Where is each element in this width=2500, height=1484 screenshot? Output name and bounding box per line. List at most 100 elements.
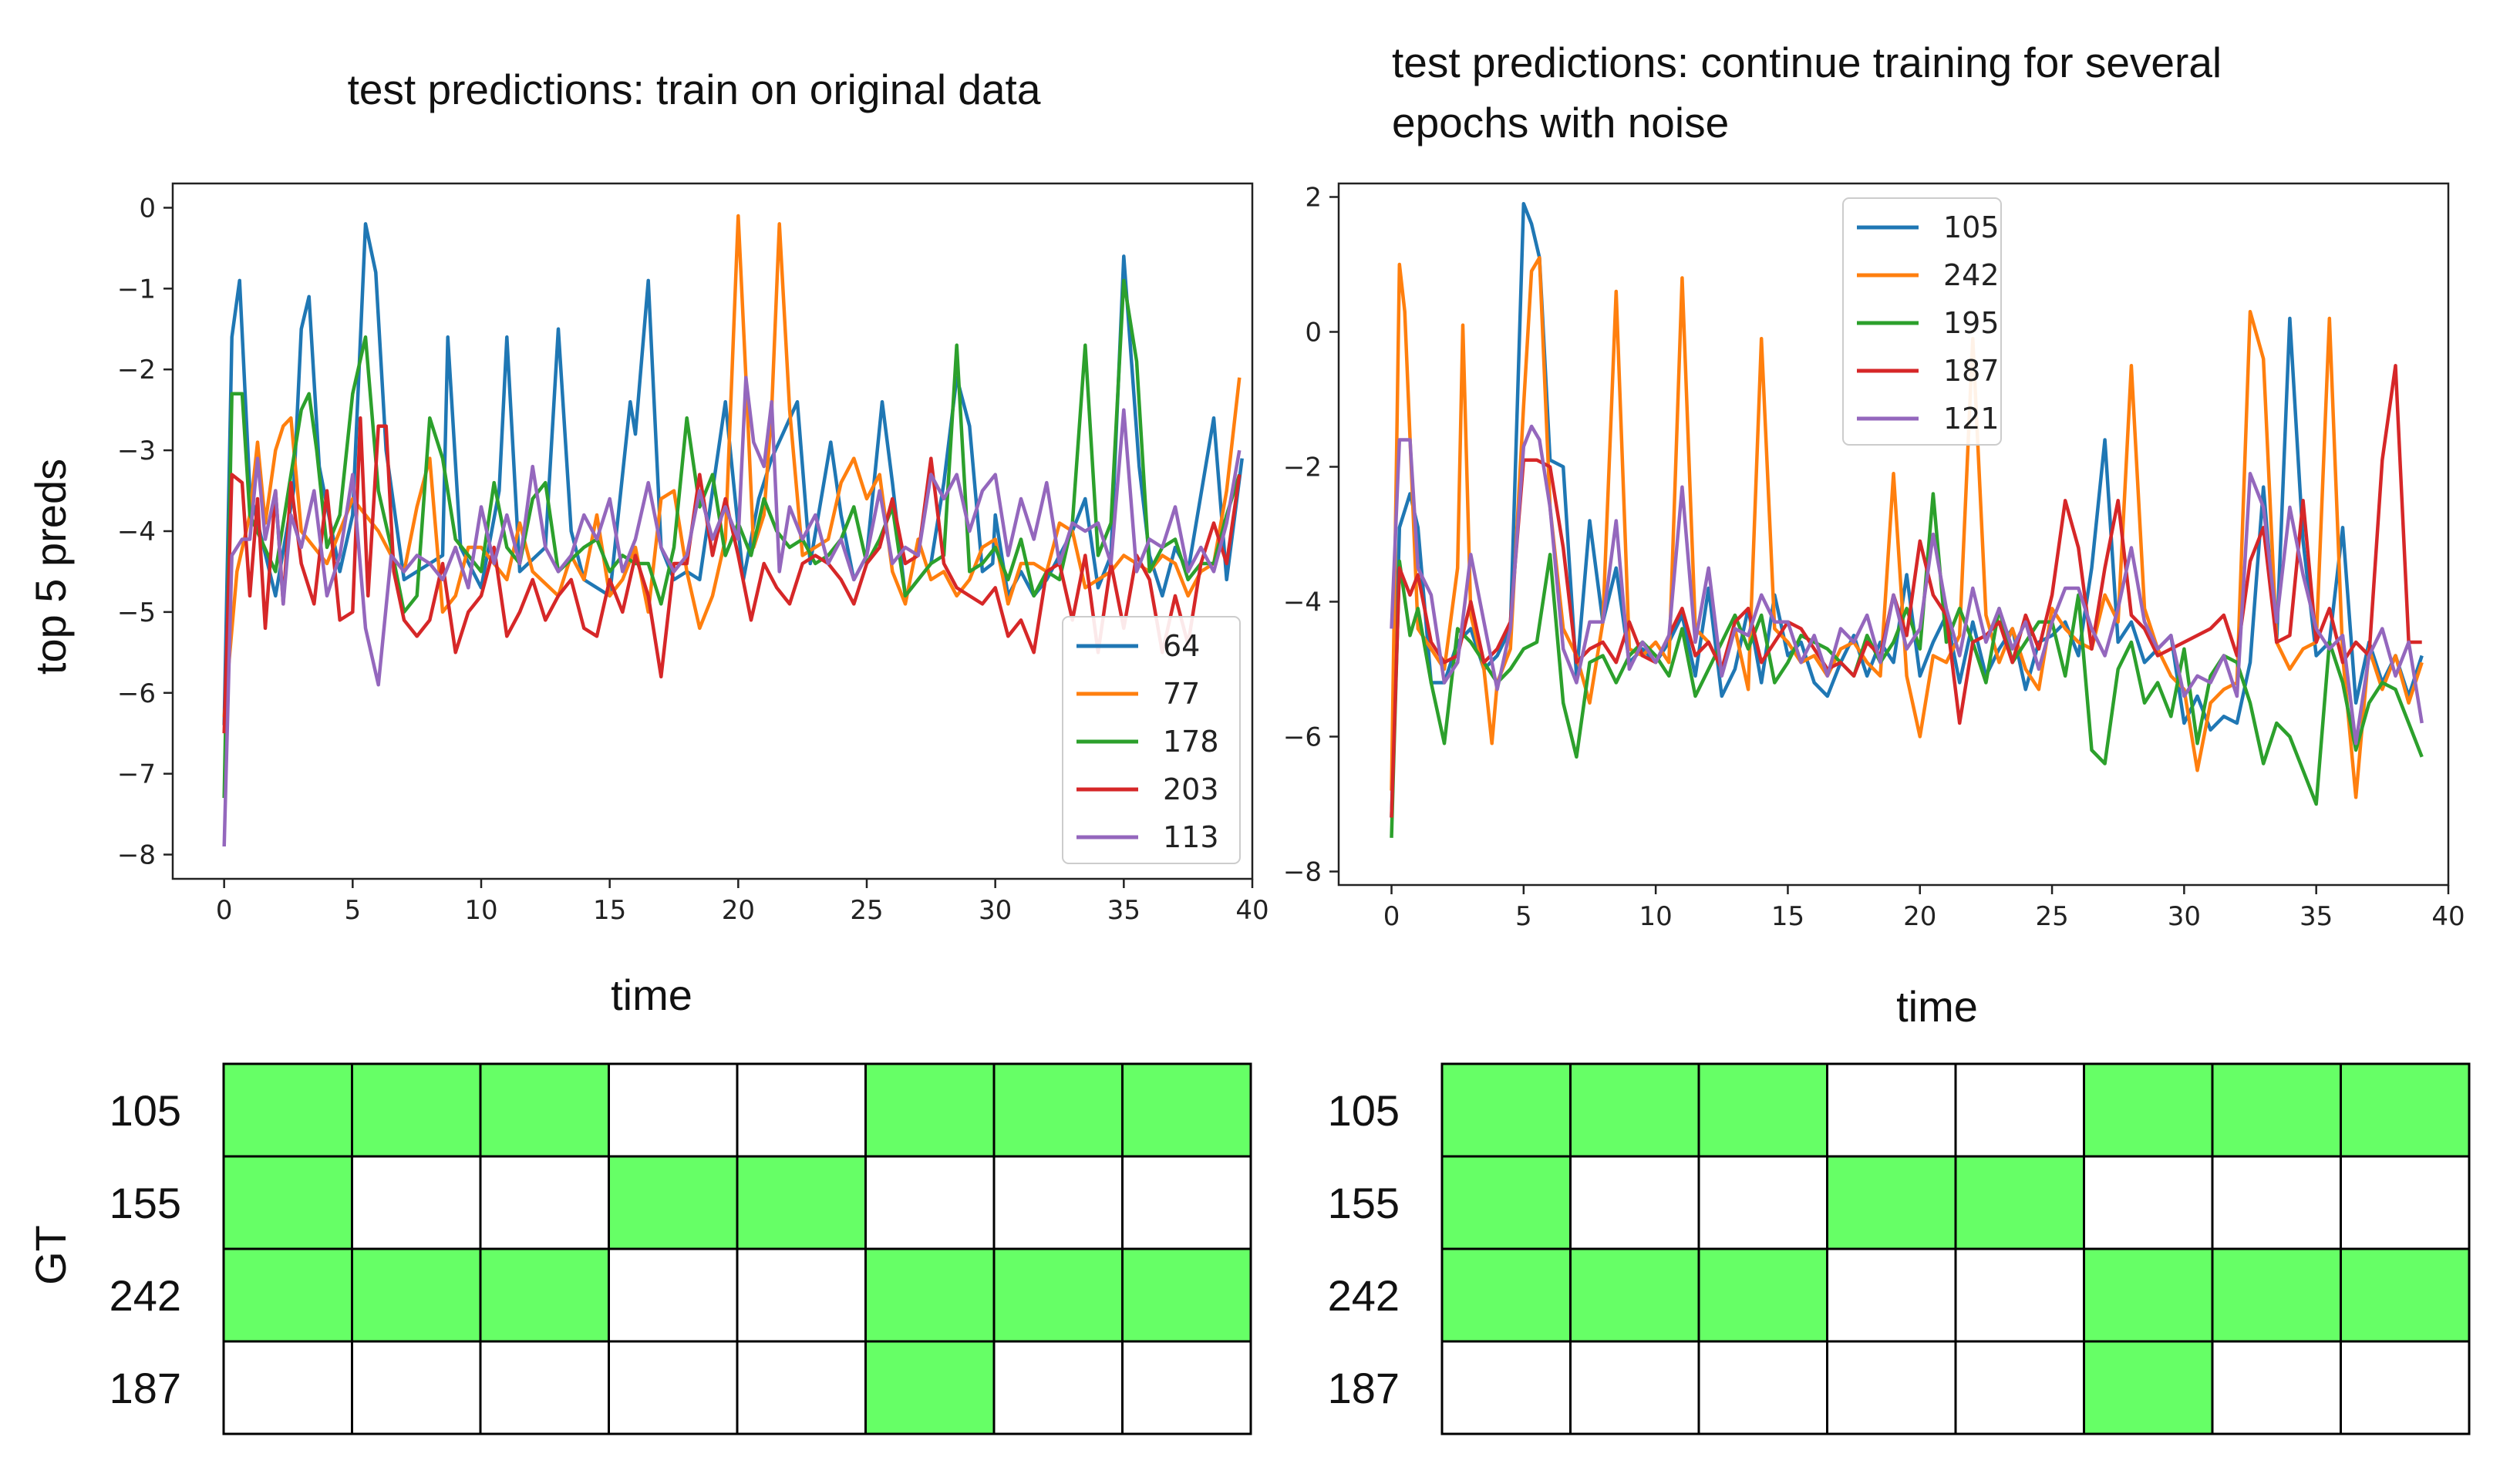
right-chart: test predictions: continue training for … (1283, 39, 2465, 1031)
x-tick-label: 25 (850, 895, 883, 926)
gt-cell-filled (1954, 1155, 2085, 1250)
legend-entry: 178 (1163, 725, 1219, 759)
left-y-axis-label: top 5 preds (26, 459, 75, 675)
gt-cell-filled (2340, 1062, 2471, 1158)
gt-grid-left: 105 155 242 187 (110, 1062, 1252, 1435)
y-tick-label: −8 (117, 840, 156, 871)
gt-cell-filled (2083, 1062, 2214, 1158)
legend-entry: 203 (1163, 772, 1219, 806)
gt-cell-empty (479, 1155, 610, 1250)
gt-cell-empty (736, 1062, 867, 1158)
gt-row-label: 105 (1328, 1086, 1400, 1135)
right-chart-title-line-2: epochs with noise (1392, 99, 1729, 146)
gt-cell-filled (1697, 1247, 1828, 1343)
gt-cell-empty (1826, 1340, 1957, 1435)
gt-row-label: 105 (110, 1086, 181, 1135)
gt-cell-empty (1826, 1062, 1957, 1158)
series-line-242 (1390, 256, 2424, 799)
legend-entry: 105 (1943, 210, 2000, 244)
x-tick-label: 40 (1235, 895, 1269, 926)
y-tick-label: −8 (1283, 857, 1322, 888)
gt-cell-empty (608, 1062, 739, 1158)
x-tick-label: 20 (1903, 901, 1936, 932)
gt-cell-filled (608, 1155, 739, 1250)
x-tick-label: 20 (722, 895, 755, 926)
legend-entry: 242 (1943, 258, 2000, 292)
gt-row-label: 155 (110, 1179, 181, 1227)
gt-cell-empty (864, 1155, 996, 1250)
gt-cell-empty (1954, 1247, 2085, 1343)
legend-frame (1062, 616, 1241, 864)
x-tick-label: 35 (2300, 901, 2333, 932)
legend: 105 242 195 187 121 (1842, 197, 2002, 446)
gt-cell-empty (1121, 1155, 1252, 1250)
gt-cell-empty (1697, 1155, 1828, 1250)
gt-row-label: 242 (110, 1271, 181, 1320)
gt-cell-empty (1569, 1340, 1700, 1435)
gt-row-label: 242 (1328, 1271, 1400, 1320)
y-tick-label: −2 (117, 355, 156, 385)
gt-cell-filled (736, 1155, 867, 1250)
gt-row-label: 187 (110, 1364, 181, 1412)
gt-cell-empty (1826, 1247, 1957, 1343)
gt-cell-filled (864, 1340, 996, 1435)
series-line-113 (222, 375, 1242, 847)
gt-cell-empty (479, 1340, 610, 1435)
right-plot-area: 0 5 10 15 20 25 30 35 4020−2−4−6−810524219518712… (1283, 183, 2465, 933)
y-tick-label: 2 (1305, 183, 1322, 214)
left-x-axis-label: time (611, 971, 692, 1019)
gt-axis-label: GT (26, 1225, 75, 1285)
x-tick-label: 10 (464, 895, 497, 926)
right-chart-title-line-1: test predictions: continue training for … (1392, 39, 2222, 86)
gt-cell-filled (2083, 1247, 2214, 1343)
gt-cell-empty (351, 1340, 482, 1435)
gt-cell-filled (1697, 1062, 1828, 1158)
gt-cell-filled (1440, 1247, 1572, 1343)
legend-entry: 121 (1943, 402, 2000, 436)
y-tick-label: −5 (117, 597, 156, 628)
y-tick-label: −2 (1283, 453, 1322, 483)
legend-frame (1842, 197, 2002, 446)
gt-cell-empty (736, 1247, 867, 1343)
gt-cell-filled (1569, 1062, 1700, 1158)
x-tick-label: 30 (2168, 901, 2201, 932)
y-tick-label: −1 (117, 274, 156, 305)
gt-cell-filled (2211, 1247, 2342, 1343)
left-plot-area: 0 5 10 15 20 25 30 35 40 0 −1 −2 −3 −4 −5 −6 −7 −8 64 77 178… (117, 182, 1269, 926)
gt-cell-filled (479, 1062, 610, 1158)
gt-cell-empty (2340, 1155, 2471, 1250)
legend-entry: 187 (1943, 354, 2000, 388)
gt-cell-empty (2211, 1155, 2342, 1250)
gt-cell-filled (479, 1247, 610, 1343)
gt-cell-filled (864, 1062, 996, 1158)
gt-cell-empty (1440, 1340, 1572, 1435)
gt-cell-filled (864, 1247, 996, 1343)
left-chart: test predictions: train on original data… (26, 66, 1269, 1019)
y-tick-label: −4 (117, 517, 156, 547)
gt-row-label: 155 (1328, 1179, 1400, 1227)
y-tick-label: −4 (1283, 587, 1322, 618)
gt-cell-filled (1440, 1062, 1572, 1158)
gt-cell-empty (1569, 1155, 1700, 1250)
gt-cell-filled (351, 1247, 482, 1343)
y-tick-label: −3 (117, 436, 156, 466)
gt-cell-filled (222, 1247, 353, 1343)
gt-row-label: 187 (1328, 1364, 1400, 1412)
legend-entry: 64 (1163, 629, 1200, 663)
gt-cell-empty (992, 1340, 1124, 1435)
x-tick-label: 40 (2431, 901, 2465, 932)
x-tick-label: 5 (345, 895, 362, 926)
gt-cell-empty (1954, 1340, 2085, 1435)
x-tick-label: 10 (1639, 901, 1673, 932)
gt-cell-empty (222, 1340, 353, 1435)
x-tick-label: 15 (593, 895, 626, 926)
right-chart-title: test predictions: continue training for … (1392, 39, 2233, 146)
legend-entry: 195 (1943, 306, 2000, 340)
y-tick-label: −6 (117, 678, 156, 709)
x-tick-label: 0 (1383, 901, 1400, 932)
gt-cell-empty (1697, 1340, 1828, 1435)
legend-entry: 113 (1163, 820, 1219, 854)
gt-cell-filled (1440, 1155, 1572, 1250)
y-tick-label: −6 (1283, 722, 1322, 753)
